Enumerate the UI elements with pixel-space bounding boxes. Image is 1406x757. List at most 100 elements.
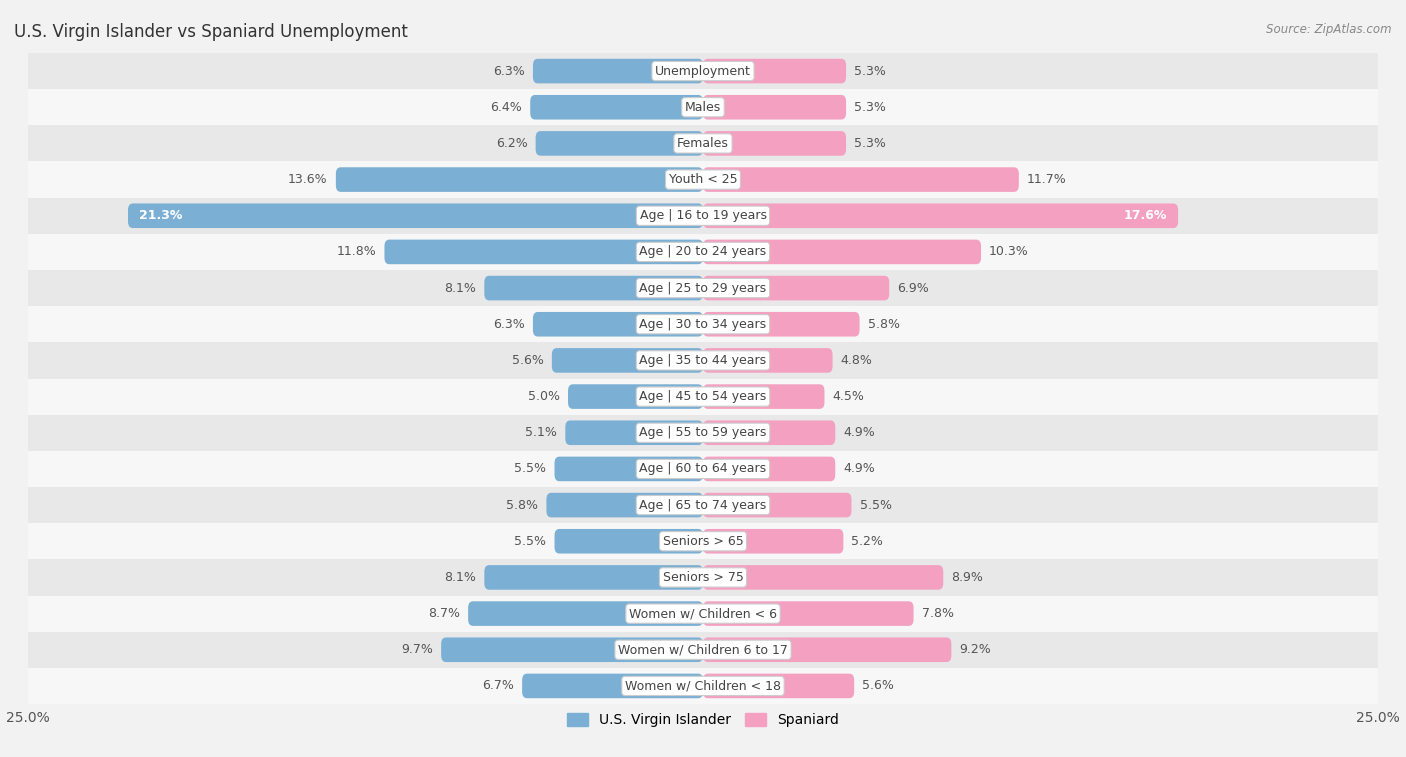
FancyBboxPatch shape bbox=[554, 529, 703, 553]
Text: 5.6%: 5.6% bbox=[512, 354, 544, 367]
FancyBboxPatch shape bbox=[28, 89, 1378, 126]
FancyBboxPatch shape bbox=[28, 596, 1378, 631]
Text: Seniors > 75: Seniors > 75 bbox=[662, 571, 744, 584]
Text: Age | 55 to 59 years: Age | 55 to 59 years bbox=[640, 426, 766, 439]
Text: 10.3%: 10.3% bbox=[990, 245, 1029, 258]
FancyBboxPatch shape bbox=[703, 637, 952, 662]
FancyBboxPatch shape bbox=[28, 234, 1378, 270]
Text: Age | 16 to 19 years: Age | 16 to 19 years bbox=[640, 209, 766, 223]
Text: Age | 30 to 34 years: Age | 30 to 34 years bbox=[640, 318, 766, 331]
Text: Age | 45 to 54 years: Age | 45 to 54 years bbox=[640, 390, 766, 403]
FancyBboxPatch shape bbox=[28, 668, 1378, 704]
Text: 8.9%: 8.9% bbox=[952, 571, 983, 584]
FancyBboxPatch shape bbox=[547, 493, 703, 517]
Text: 21.3%: 21.3% bbox=[139, 209, 183, 223]
FancyBboxPatch shape bbox=[703, 420, 835, 445]
Text: Women w/ Children < 18: Women w/ Children < 18 bbox=[626, 680, 780, 693]
Text: 6.3%: 6.3% bbox=[494, 318, 524, 331]
Text: 6.7%: 6.7% bbox=[482, 680, 515, 693]
FancyBboxPatch shape bbox=[28, 415, 1378, 451]
FancyBboxPatch shape bbox=[703, 456, 835, 481]
FancyBboxPatch shape bbox=[468, 601, 703, 626]
Text: 4.9%: 4.9% bbox=[844, 463, 875, 475]
FancyBboxPatch shape bbox=[703, 240, 981, 264]
Text: 8.1%: 8.1% bbox=[444, 571, 477, 584]
FancyBboxPatch shape bbox=[484, 276, 703, 301]
Text: 11.8%: 11.8% bbox=[336, 245, 377, 258]
Text: 13.6%: 13.6% bbox=[288, 173, 328, 186]
FancyBboxPatch shape bbox=[336, 167, 703, 192]
Text: 4.9%: 4.9% bbox=[844, 426, 875, 439]
FancyBboxPatch shape bbox=[28, 378, 1378, 415]
Text: Age | 65 to 74 years: Age | 65 to 74 years bbox=[640, 499, 766, 512]
Text: Age | 60 to 64 years: Age | 60 to 64 years bbox=[640, 463, 766, 475]
Text: 4.5%: 4.5% bbox=[832, 390, 865, 403]
FancyBboxPatch shape bbox=[384, 240, 703, 264]
Text: 17.6%: 17.6% bbox=[1123, 209, 1167, 223]
Text: U.S. Virgin Islander vs Spaniard Unemployment: U.S. Virgin Islander vs Spaniard Unemplo… bbox=[14, 23, 408, 41]
FancyBboxPatch shape bbox=[28, 559, 1378, 596]
FancyBboxPatch shape bbox=[703, 385, 824, 409]
Text: 5.8%: 5.8% bbox=[506, 499, 538, 512]
Text: 9.2%: 9.2% bbox=[959, 643, 991, 656]
FancyBboxPatch shape bbox=[703, 167, 1019, 192]
FancyBboxPatch shape bbox=[703, 204, 1178, 228]
Text: Age | 25 to 29 years: Age | 25 to 29 years bbox=[640, 282, 766, 294]
Text: Age | 35 to 44 years: Age | 35 to 44 years bbox=[640, 354, 766, 367]
Text: Males: Males bbox=[685, 101, 721, 114]
FancyBboxPatch shape bbox=[703, 529, 844, 553]
FancyBboxPatch shape bbox=[28, 342, 1378, 378]
FancyBboxPatch shape bbox=[703, 674, 855, 698]
FancyBboxPatch shape bbox=[522, 674, 703, 698]
Text: 5.5%: 5.5% bbox=[859, 499, 891, 512]
FancyBboxPatch shape bbox=[703, 312, 859, 337]
FancyBboxPatch shape bbox=[28, 161, 1378, 198]
Text: 5.2%: 5.2% bbox=[852, 534, 883, 548]
FancyBboxPatch shape bbox=[533, 312, 703, 337]
FancyBboxPatch shape bbox=[530, 95, 703, 120]
Text: 5.6%: 5.6% bbox=[862, 680, 894, 693]
Text: 6.3%: 6.3% bbox=[494, 64, 524, 77]
FancyBboxPatch shape bbox=[703, 348, 832, 372]
FancyBboxPatch shape bbox=[536, 131, 703, 156]
FancyBboxPatch shape bbox=[568, 385, 703, 409]
Text: 6.4%: 6.4% bbox=[491, 101, 522, 114]
FancyBboxPatch shape bbox=[28, 270, 1378, 306]
Text: Women w/ Children 6 to 17: Women w/ Children 6 to 17 bbox=[619, 643, 787, 656]
Text: 6.9%: 6.9% bbox=[897, 282, 929, 294]
FancyBboxPatch shape bbox=[441, 637, 703, 662]
Text: 4.8%: 4.8% bbox=[841, 354, 873, 367]
Text: 8.7%: 8.7% bbox=[427, 607, 460, 620]
Text: 5.5%: 5.5% bbox=[515, 463, 547, 475]
FancyBboxPatch shape bbox=[703, 95, 846, 120]
FancyBboxPatch shape bbox=[28, 523, 1378, 559]
Text: 9.7%: 9.7% bbox=[401, 643, 433, 656]
Text: 8.1%: 8.1% bbox=[444, 282, 477, 294]
Text: 11.7%: 11.7% bbox=[1026, 173, 1067, 186]
Text: Source: ZipAtlas.com: Source: ZipAtlas.com bbox=[1267, 23, 1392, 36]
FancyBboxPatch shape bbox=[28, 53, 1378, 89]
Text: 5.3%: 5.3% bbox=[855, 137, 886, 150]
FancyBboxPatch shape bbox=[703, 601, 914, 626]
Text: 5.8%: 5.8% bbox=[868, 318, 900, 331]
Text: 6.2%: 6.2% bbox=[496, 137, 527, 150]
Text: 5.0%: 5.0% bbox=[527, 390, 560, 403]
FancyBboxPatch shape bbox=[484, 565, 703, 590]
Text: 5.5%: 5.5% bbox=[515, 534, 547, 548]
FancyBboxPatch shape bbox=[28, 126, 1378, 161]
FancyBboxPatch shape bbox=[28, 487, 1378, 523]
FancyBboxPatch shape bbox=[28, 198, 1378, 234]
Text: Age | 20 to 24 years: Age | 20 to 24 years bbox=[640, 245, 766, 258]
Text: Females: Females bbox=[678, 137, 728, 150]
FancyBboxPatch shape bbox=[554, 456, 703, 481]
FancyBboxPatch shape bbox=[703, 131, 846, 156]
FancyBboxPatch shape bbox=[551, 348, 703, 372]
FancyBboxPatch shape bbox=[28, 451, 1378, 487]
FancyBboxPatch shape bbox=[533, 59, 703, 83]
Text: 7.8%: 7.8% bbox=[922, 607, 953, 620]
Text: Women w/ Children < 6: Women w/ Children < 6 bbox=[628, 607, 778, 620]
Text: Unemployment: Unemployment bbox=[655, 64, 751, 77]
FancyBboxPatch shape bbox=[28, 631, 1378, 668]
Text: Seniors > 65: Seniors > 65 bbox=[662, 534, 744, 548]
Text: 5.3%: 5.3% bbox=[855, 101, 886, 114]
